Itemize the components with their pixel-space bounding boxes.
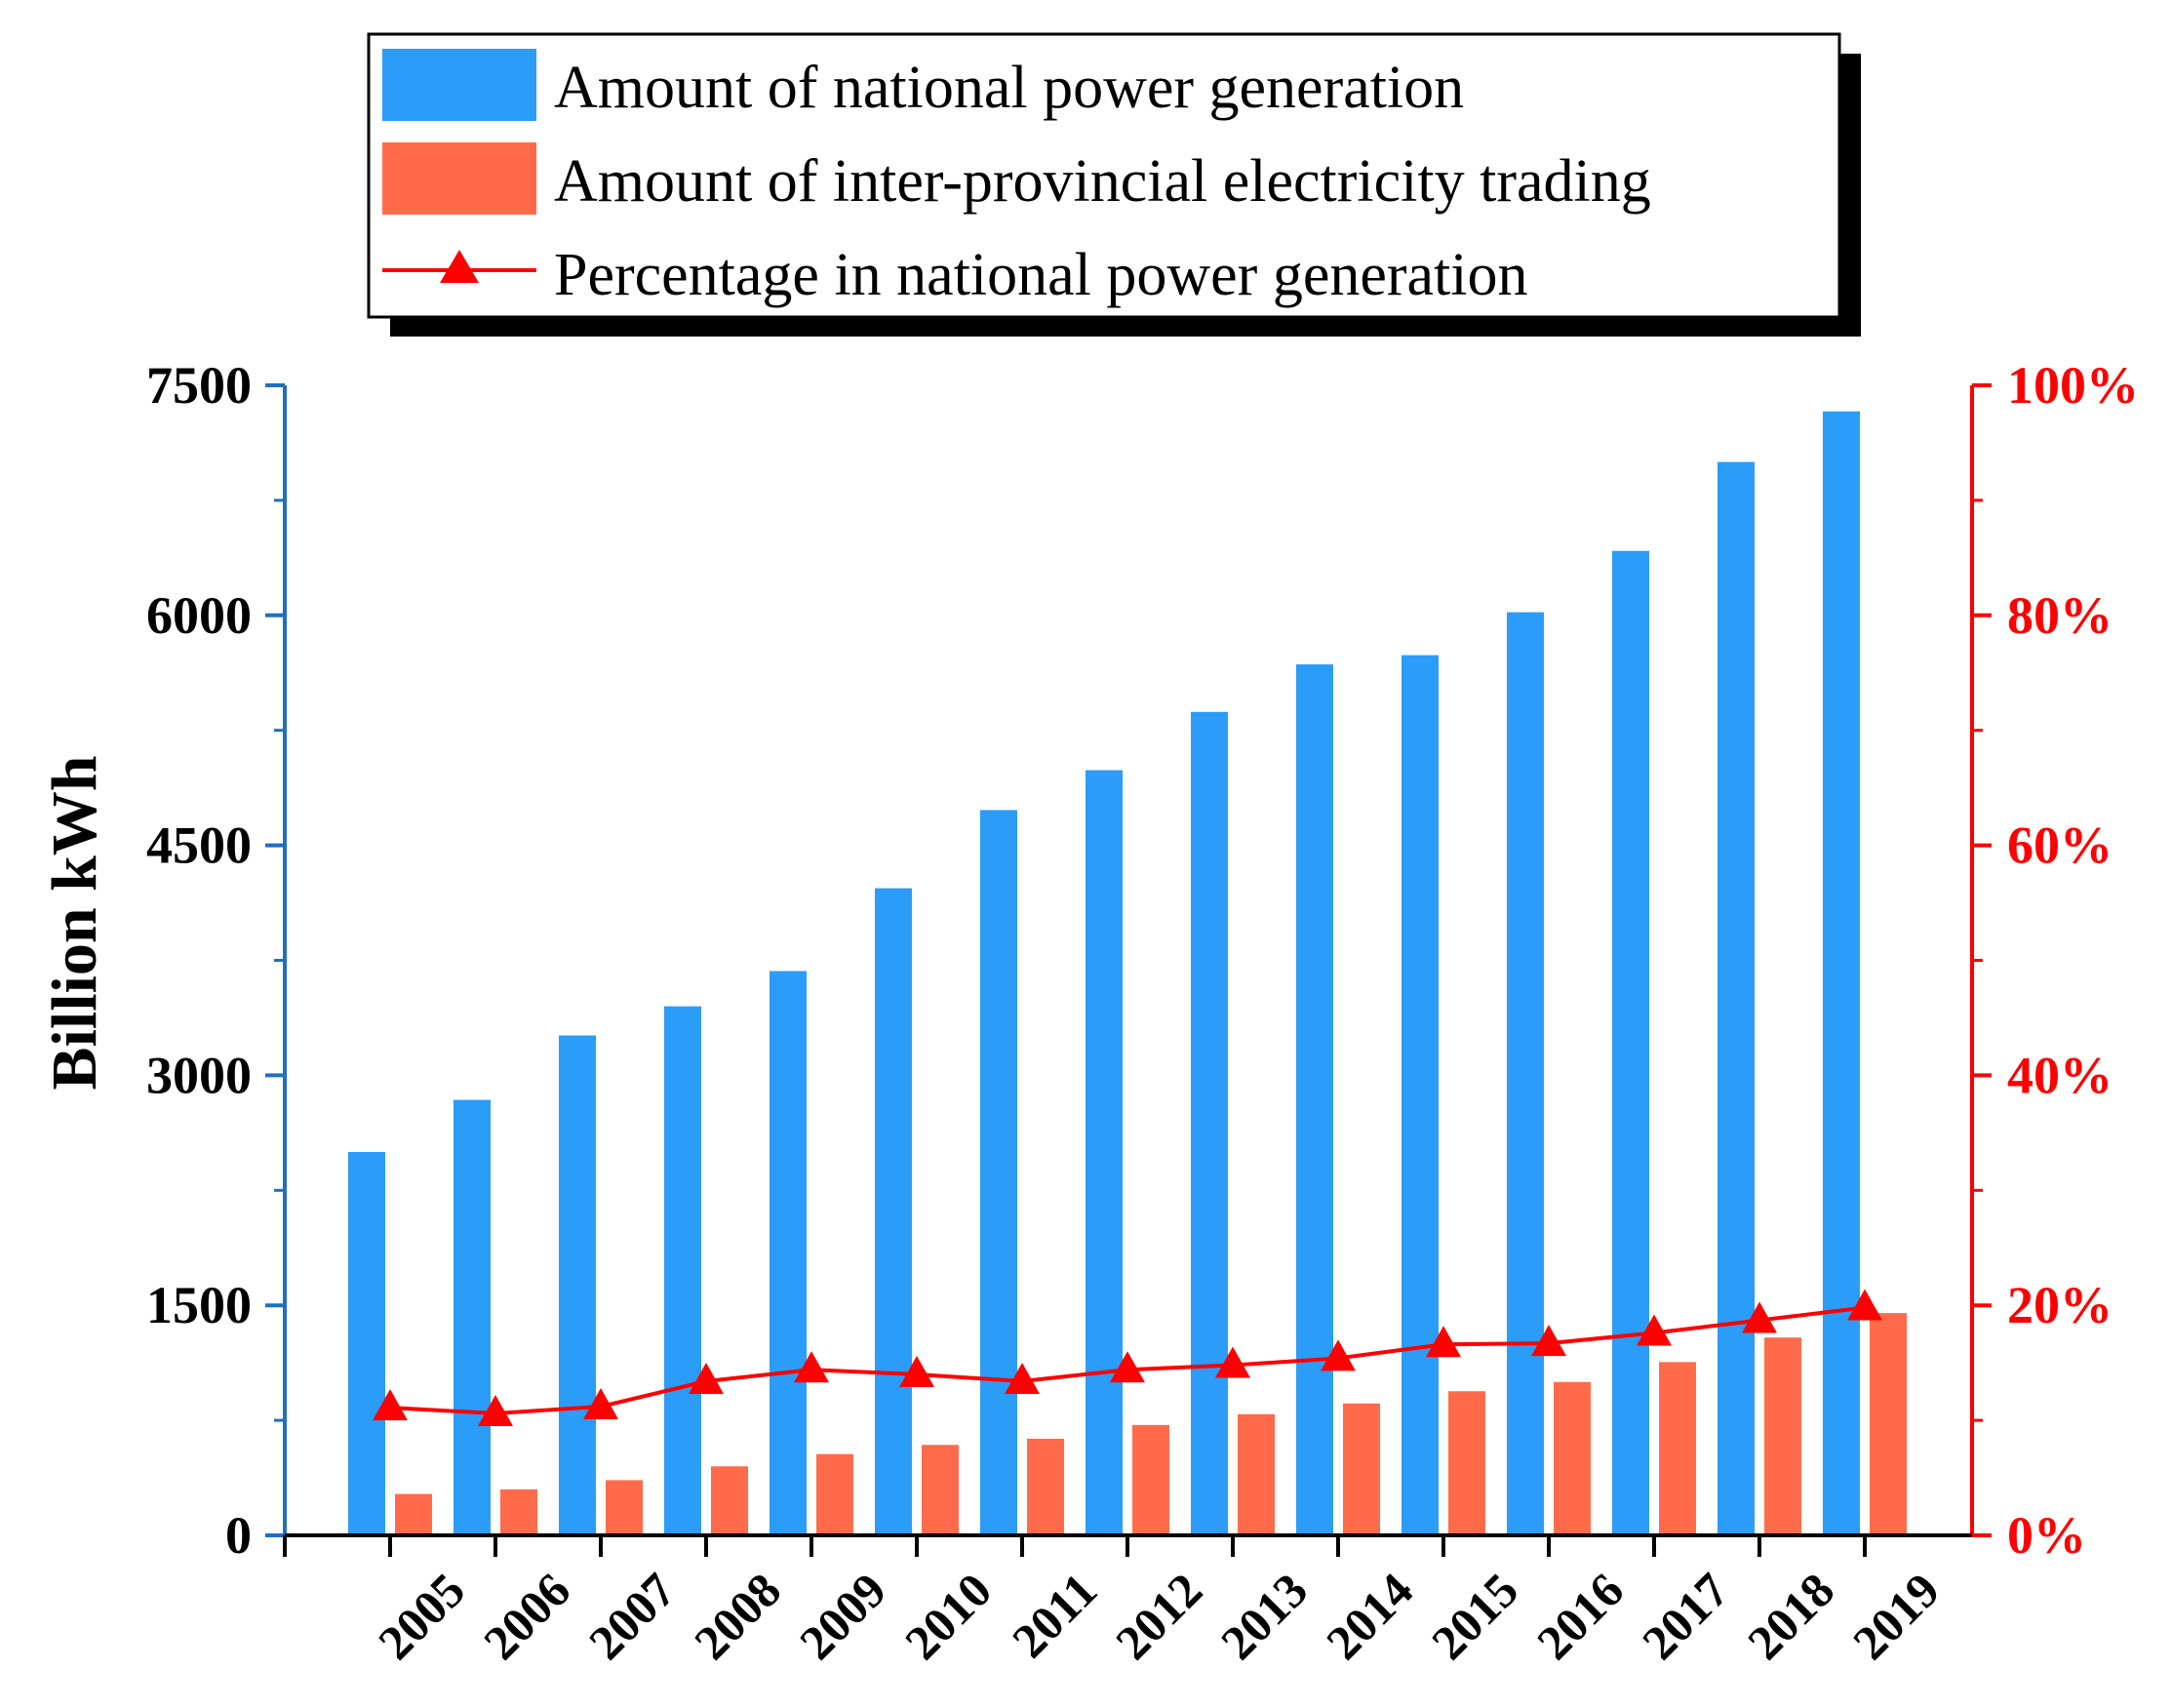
bars-trading-series bbox=[395, 1313, 1907, 1535]
bar-trading-2007 bbox=[606, 1480, 643, 1535]
percentage-marker-2018 bbox=[1742, 1301, 1777, 1333]
x-tick-label: 2005 bbox=[368, 1563, 475, 1670]
x-tick-label: 2018 bbox=[1737, 1563, 1844, 1670]
y-tick-label-left: 6000 bbox=[146, 586, 252, 645]
bar-national-2005 bbox=[348, 1152, 385, 1535]
percentage-marker-2010 bbox=[899, 1355, 934, 1387]
y-tick-label-left: 4500 bbox=[146, 816, 252, 875]
bar-trading-2009 bbox=[816, 1453, 853, 1535]
bar-trading-2008 bbox=[711, 1466, 748, 1535]
bar-trading-2013 bbox=[1238, 1413, 1275, 1535]
percentage-marker-2016 bbox=[1531, 1325, 1566, 1357]
y-tick-label-right: 40% bbox=[2007, 1046, 2113, 1104]
bar-national-2007 bbox=[559, 1035, 596, 1535]
bar-national-2011 bbox=[980, 810, 1017, 1535]
bars-national-series bbox=[348, 411, 1860, 1536]
percentage-marker-2009 bbox=[794, 1351, 829, 1383]
bar-trading-2005 bbox=[395, 1493, 432, 1535]
x-tick-label: 2007 bbox=[578, 1563, 686, 1670]
x-tick-label: 2008 bbox=[684, 1563, 791, 1670]
x-tick-label: 2015 bbox=[1421, 1563, 1528, 1670]
percentage-marker-2011 bbox=[1005, 1363, 1040, 1395]
legend-label-national: Amount of national power generation bbox=[554, 55, 1464, 121]
y-tick-label-left: 7500 bbox=[146, 356, 252, 415]
x-tick-label: 2019 bbox=[1842, 1563, 1950, 1670]
x-tick-label: 2012 bbox=[1105, 1563, 1212, 1670]
legend-swatch-national bbox=[382, 49, 536, 121]
x-tick-label: 2006 bbox=[473, 1563, 580, 1670]
bar-national-2016 bbox=[1507, 612, 1544, 1535]
bar-national-2008 bbox=[664, 1006, 701, 1535]
percentage-marker-2007 bbox=[583, 1387, 618, 1419]
bar-national-2013 bbox=[1191, 711, 1228, 1535]
x-tick-label: 2009 bbox=[789, 1563, 896, 1670]
bar-trading-2019 bbox=[1870, 1313, 1907, 1535]
x-tick-label: 2016 bbox=[1526, 1563, 1634, 1670]
bar-national-2009 bbox=[770, 971, 807, 1535]
bar-national-2014 bbox=[1296, 664, 1333, 1535]
x-tick-label: 2013 bbox=[1210, 1563, 1318, 1670]
bar-trading-2017 bbox=[1659, 1362, 1696, 1535]
bar-national-2012 bbox=[1086, 770, 1123, 1535]
legend-label-percentage: Percentage in national power generation bbox=[554, 242, 1527, 308]
legend-box bbox=[367, 32, 1841, 319]
bar-trading-2015 bbox=[1448, 1391, 1485, 1535]
legend-swatch-trading bbox=[382, 142, 536, 215]
bar-trading-2018 bbox=[1764, 1337, 1801, 1535]
percentage-marker-2012 bbox=[1110, 1351, 1145, 1383]
y-tick-label-left: 3000 bbox=[146, 1046, 252, 1104]
percentage-line-series bbox=[373, 1289, 1882, 1427]
percentage-marker-2017 bbox=[1637, 1314, 1672, 1346]
bar-national-2018 bbox=[1718, 461, 1755, 1536]
bar-national-2019 bbox=[1823, 411, 1860, 1535]
bar-trading-2012 bbox=[1132, 1424, 1169, 1535]
bar-national-2006 bbox=[454, 1099, 491, 1535]
bar-national-2017 bbox=[1612, 550, 1649, 1535]
bar-national-2015 bbox=[1402, 655, 1439, 1535]
bar-trading-2011 bbox=[1027, 1438, 1064, 1535]
y-tick-label-left: 0 bbox=[225, 1506, 252, 1565]
x-tick-label: 2011 bbox=[1002, 1563, 1107, 1668]
y-tick-label-right: 0% bbox=[2007, 1506, 2086, 1565]
bar-trading-2014 bbox=[1343, 1403, 1380, 1535]
y-tick-label-right: 80% bbox=[2007, 586, 2113, 645]
y-tick-label-left: 1500 bbox=[146, 1276, 252, 1334]
percentage-marker-2005 bbox=[373, 1389, 408, 1421]
legend: Amount of national power generation Amou… bbox=[367, 32, 1861, 337]
percentage-marker-2015 bbox=[1426, 1326, 1461, 1358]
y-tick-label-right: 60% bbox=[2007, 816, 2113, 875]
legend-marker-percentage bbox=[440, 250, 479, 283]
y-axis-label: Billion kWh bbox=[39, 756, 110, 1091]
legend-label-trading: Amount of inter-provincial electricity t… bbox=[554, 148, 1651, 215]
bar-trading-2010 bbox=[922, 1445, 959, 1535]
percentage-marker-2008 bbox=[689, 1363, 724, 1395]
percentage-marker-2006 bbox=[478, 1395, 513, 1427]
bar-national-2010 bbox=[875, 888, 912, 1535]
x-tick-label: 2014 bbox=[1316, 1563, 1423, 1670]
x-tick-label: 2017 bbox=[1632, 1563, 1739, 1670]
percentage-marker-2014 bbox=[1321, 1339, 1356, 1371]
bar-trading-2006 bbox=[500, 1489, 537, 1535]
percentage-marker-2013 bbox=[1215, 1346, 1250, 1378]
x-tick-label: 2010 bbox=[894, 1563, 1002, 1670]
percentage-marker-2019 bbox=[1847, 1289, 1882, 1321]
y-tick-label-right: 100% bbox=[2007, 356, 2139, 415]
bar-trading-2016 bbox=[1554, 1381, 1591, 1535]
y-tick-label-right: 20% bbox=[2007, 1276, 2113, 1334]
